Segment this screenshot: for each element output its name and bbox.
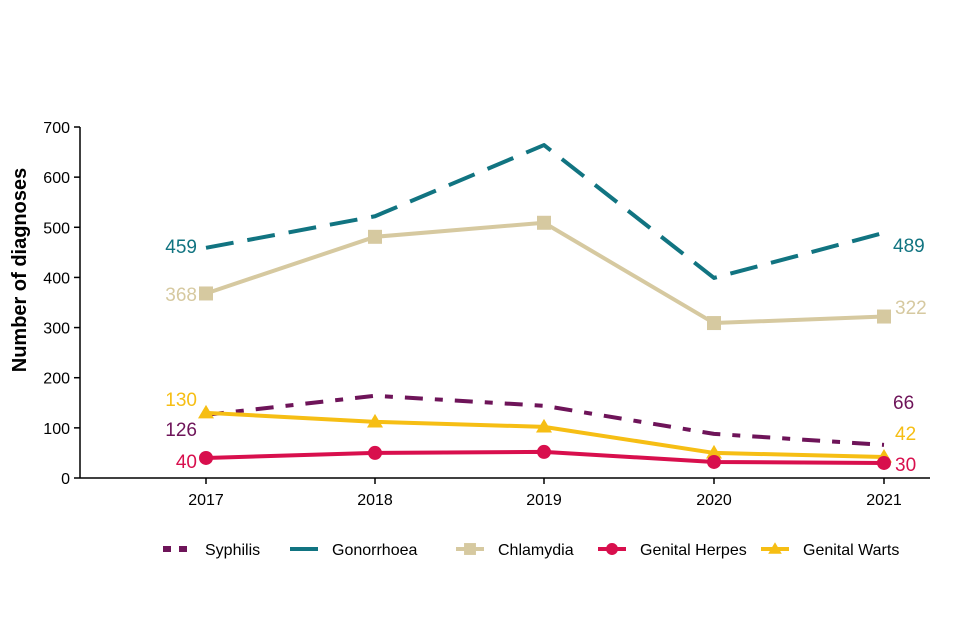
genital-warts-point — [706, 444, 722, 459]
y-tick-label: 0 — [61, 471, 70, 488]
syphilis-line — [205, 393, 885, 447]
genital-herpes-point — [877, 455, 891, 470]
y-axis-title: Number of diagnoses — [9, 168, 31, 372]
legend-label: Genital Warts — [803, 542, 899, 559]
legend: Syphilis Gonorrhoea Chlamydia Genital Herpe… — [163, 542, 899, 559]
genital-herpes-last-label: 30 — [895, 455, 916, 476]
y-tick-label: 500 — [43, 220, 70, 237]
legend-marker — [606, 543, 618, 555]
series-genital-herpes — [199, 444, 891, 470]
x-ticks: 2017 2018 2019 2020 2021 — [188, 478, 902, 509]
legend-marker — [768, 542, 782, 554]
axes: Number of diagnoses — [9, 127, 930, 479]
legend-label: Gonorrhoea — [332, 542, 417, 559]
legend-swatch — [179, 546, 187, 552]
genital-warts-point — [367, 413, 383, 428]
series-syphilis — [205, 393, 885, 447]
legend-item-syphilis: Syphilis — [163, 542, 260, 559]
genital-herpes-point — [368, 445, 382, 460]
y-tick-label: 400 — [43, 270, 70, 287]
legend-item-genital-warts: Genital Warts — [761, 542, 899, 559]
genital-herpes-point — [199, 450, 213, 465]
x-tick-label: 2018 — [357, 492, 393, 509]
legend-label: Chlamydia — [498, 542, 574, 559]
chlamydia-point — [877, 309, 891, 324]
legend-swatch — [163, 546, 171, 552]
x-tick-label: 2019 — [526, 492, 562, 509]
syphilis-first-label: 126 — [165, 420, 197, 441]
y-tick-label: 700 — [43, 120, 70, 137]
syphilis-last-label: 66 — [893, 393, 914, 414]
y-tick-label: 100 — [43, 421, 70, 438]
chlamydia-point — [707, 316, 721, 331]
legend-item-chlamydia: Chlamydia — [456, 542, 574, 559]
chlamydia-line — [205, 220, 885, 326]
y-ticks: 0 100 200 300 400 500 600 700 — [43, 120, 80, 488]
y-tick-label: 200 — [43, 371, 70, 388]
chlamydia-first-label: 368 — [165, 285, 197, 306]
legend-label: Genital Herpes — [640, 542, 747, 559]
genital-herpes-point — [537, 444, 551, 459]
x-tick-label: 2017 — [188, 492, 224, 509]
legend-item-gonorrhoea: Gonorrhoea — [290, 542, 417, 559]
gonorrhoea-first-label: 459 — [165, 237, 197, 258]
genital-herpes-point — [707, 454, 721, 469]
genital-warts-point — [536, 418, 552, 433]
genital-warts-point — [198, 404, 214, 419]
y-tick-label: 300 — [43, 321, 70, 338]
legend-item-genital-herpes: Genital Herpes — [598, 542, 747, 559]
y-tick-label: 600 — [43, 170, 70, 187]
chlamydia-point — [368, 229, 382, 244]
chlamydia-point — [537, 215, 551, 230]
series-group — [198, 143, 892, 470]
data-labels: 126 66 459 489 368 322 40 30 130 42 — [165, 236, 926, 476]
series-gonorrhoea — [205, 143, 885, 280]
genital-warts-first-label: 130 — [165, 390, 197, 411]
gonorrhoea-last-label: 489 — [893, 236, 925, 257]
genital-warts-last-label: 42 — [895, 424, 916, 445]
series-chlamydia — [199, 215, 891, 331]
genital-herpes-first-label: 40 — [176, 452, 197, 473]
gonorrhoea-line — [205, 143, 885, 280]
x-tick-label: 2021 — [866, 492, 902, 509]
x-tick-label: 2020 — [696, 492, 732, 509]
chlamydia-point — [199, 286, 213, 301]
chlamydia-last-label: 322 — [895, 298, 927, 319]
legend-marker — [464, 543, 476, 555]
legend-label: Syphilis — [205, 542, 260, 559]
